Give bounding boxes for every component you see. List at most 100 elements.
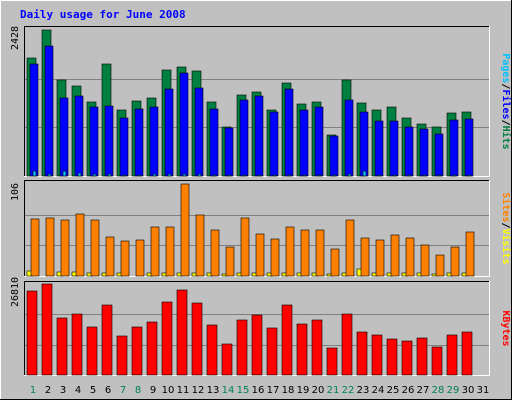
sites-bar-day-26 bbox=[405, 237, 415, 277]
kbytes-bar-day-15 bbox=[236, 319, 248, 376]
sites-bar-day-18 bbox=[285, 226, 295, 277]
legend-separator: / bbox=[500, 120, 511, 126]
files-bar-day-10 bbox=[164, 88, 174, 177]
files-bar-day-19 bbox=[299, 109, 309, 177]
files-bar-day-15 bbox=[239, 99, 249, 177]
day-label-27: 27 bbox=[417, 385, 430, 396]
y-max-label-kbytes: 26810 bbox=[10, 277, 21, 307]
files-bar-day-29 bbox=[449, 119, 459, 177]
sites-bar-day-23 bbox=[360, 237, 370, 277]
legend-kbytes: KBytes bbox=[500, 310, 511, 346]
kbytes-bar-day-8 bbox=[131, 326, 143, 376]
kbytes-bar-day-29 bbox=[446, 334, 458, 376]
kbytes-bar-day-22 bbox=[341, 313, 353, 376]
day-label-6: 6 bbox=[105, 385, 111, 396]
day-axis-labels: 1 2 3 4 5 6 7 8 9 10 11 12 13 14 15 16 17 18 19 20 21 22 23 24 2… bbox=[30, 385, 490, 396]
pages-bar-day-15 bbox=[242, 174, 247, 177]
kbytes-bar-day-21 bbox=[326, 347, 338, 376]
pages-bar-day-19 bbox=[302, 174, 307, 177]
sites-bar-day-14 bbox=[225, 246, 235, 277]
files-bar-day-5 bbox=[89, 106, 99, 177]
pages-bar-day-3 bbox=[62, 170, 67, 177]
pages-bar-day-22 bbox=[347, 173, 352, 177]
kbytes-bar-day-25 bbox=[386, 338, 398, 376]
y-max-label-visits-sites: 106 bbox=[10, 183, 21, 201]
day-label-31: 31 bbox=[477, 385, 490, 396]
sites-bar-day-3 bbox=[60, 219, 70, 277]
kbytes-bar-day-4 bbox=[71, 313, 83, 376]
files-bar-day-27 bbox=[419, 128, 429, 177]
side-legend-hits-files-pages: Pages/Files/Hits bbox=[500, 53, 512, 149]
kbytes-bar-day-2 bbox=[41, 283, 53, 376]
kbytes-bar-day-3 bbox=[56, 317, 68, 376]
sites-bar-day-1 bbox=[30, 218, 40, 277]
legend-files: Files bbox=[500, 89, 512, 119]
kbytes-bar-day-12 bbox=[191, 302, 203, 376]
files-bar-day-20 bbox=[314, 106, 324, 177]
sites-bar-day-6 bbox=[105, 236, 115, 277]
panel-kbytes: 26810 KBytes bbox=[10, 277, 511, 376]
kbytes-bar-day-28 bbox=[431, 346, 443, 376]
day-label-23: 23 bbox=[357, 385, 370, 396]
sites-bar-day-20 bbox=[315, 229, 325, 277]
day-label-20: 20 bbox=[312, 385, 325, 396]
chart-panels: 2428Pages/Files/Hits106Sites/Visits26810… bbox=[10, 26, 512, 376]
kbytes-bar-day-27 bbox=[416, 337, 428, 376]
sites-bar-day-17 bbox=[270, 238, 280, 277]
kbytes-bar-day-14 bbox=[221, 343, 233, 376]
pages-bar-day-23 bbox=[362, 170, 367, 177]
files-bar-day-16 bbox=[254, 95, 264, 177]
day-label-7: 7 bbox=[120, 385, 126, 396]
kbytes-bar-day-9 bbox=[146, 321, 158, 376]
day-label-22: 22 bbox=[342, 385, 355, 396]
pages-bar-day-11 bbox=[182, 173, 187, 177]
pages-bar-day-9 bbox=[152, 173, 157, 177]
day-label-24: 24 bbox=[372, 385, 385, 396]
day-label-3: 3 bbox=[60, 385, 66, 396]
pages-bar-day-18 bbox=[287, 174, 292, 177]
files-bar-day-14 bbox=[224, 127, 234, 177]
pages-bar-day-5 bbox=[92, 173, 97, 177]
kbytes-bar-day-30 bbox=[461, 331, 473, 376]
day-label-25: 25 bbox=[387, 385, 400, 396]
pages-bar-day-28 bbox=[437, 174, 442, 177]
kbytes-bar-day-6 bbox=[101, 304, 113, 376]
day-label-28: 28 bbox=[432, 385, 445, 396]
pages-bar-day-24 bbox=[377, 174, 382, 177]
day-label-30: 30 bbox=[462, 385, 475, 396]
sites-bar-day-19 bbox=[300, 229, 310, 277]
files-bar-day-6 bbox=[104, 105, 114, 177]
day-label-10: 10 bbox=[162, 385, 175, 396]
files-bar-day-9 bbox=[149, 106, 159, 177]
legend-separator: / bbox=[500, 222, 511, 228]
sites-bar-day-22 bbox=[345, 219, 355, 277]
kbytes-bar-day-16 bbox=[251, 314, 263, 376]
day-label-1: 1 bbox=[30, 385, 36, 396]
kbytes-bar-day-5 bbox=[86, 326, 98, 376]
day-label-15: 15 bbox=[237, 385, 250, 396]
sites-bar-day-9 bbox=[150, 226, 160, 277]
pages-bar-day-29 bbox=[452, 174, 457, 177]
day-label-29: 29 bbox=[447, 385, 460, 396]
files-bar-day-7 bbox=[119, 117, 129, 177]
sites-bar-day-28 bbox=[435, 254, 445, 277]
pages-bar-day-6 bbox=[107, 173, 112, 177]
sites-bar-day-7 bbox=[120, 240, 130, 277]
sites-bar-day-10 bbox=[165, 226, 175, 277]
files-bar-day-22 bbox=[344, 99, 354, 177]
pages-bar-day-27 bbox=[422, 174, 427, 177]
day-label-16: 16 bbox=[252, 385, 265, 396]
sites-bar-day-2 bbox=[45, 217, 55, 277]
side-legend-kbytes: KBytes bbox=[500, 310, 511, 346]
sites-bar-day-13 bbox=[210, 229, 220, 277]
kbytes-bar-day-18 bbox=[281, 304, 293, 376]
files-bar-day-2 bbox=[44, 45, 54, 177]
files-bar-day-11 bbox=[179, 72, 189, 177]
pages-bar-day-17 bbox=[272, 174, 277, 177]
legend-pages: Pages bbox=[500, 53, 511, 83]
sites-bar-day-5 bbox=[90, 219, 100, 277]
files-bar-day-24 bbox=[374, 120, 384, 177]
day-label-11: 11 bbox=[177, 385, 190, 396]
day-label-26: 26 bbox=[402, 385, 415, 396]
